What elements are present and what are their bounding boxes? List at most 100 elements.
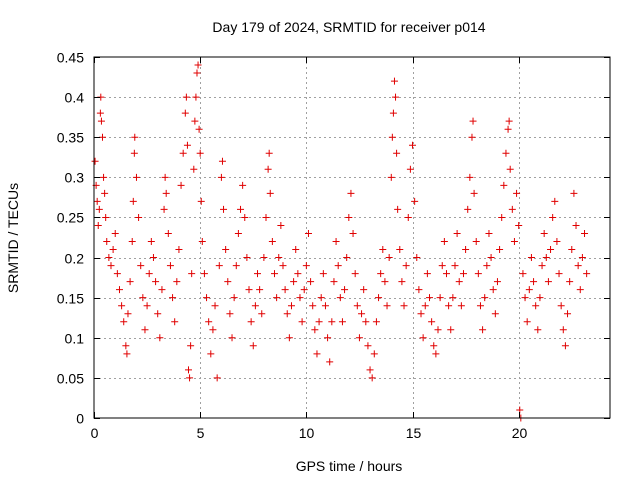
data-point xyxy=(385,254,393,262)
data-point xyxy=(266,189,274,197)
data-point xyxy=(129,197,137,205)
data-point xyxy=(479,326,487,334)
data-point xyxy=(432,350,440,358)
data-point xyxy=(105,254,113,262)
data-point xyxy=(353,302,361,310)
data-point xyxy=(440,238,448,246)
x-tick-label: 15 xyxy=(406,425,422,441)
data-point xyxy=(249,342,257,350)
data-point xyxy=(169,294,177,302)
data-point xyxy=(158,286,166,294)
data-point xyxy=(510,238,518,246)
data-point xyxy=(218,157,226,165)
data-point xyxy=(256,286,264,294)
data-point xyxy=(370,350,378,358)
data-point xyxy=(222,246,230,254)
data-point xyxy=(504,125,512,133)
data-point xyxy=(292,246,300,254)
data-point xyxy=(149,254,157,262)
data-point xyxy=(234,229,242,237)
data-point xyxy=(94,221,102,229)
data-point xyxy=(341,286,349,294)
data-point xyxy=(547,246,555,254)
data-point xyxy=(505,117,513,125)
data-point xyxy=(457,302,465,310)
data-point xyxy=(496,246,504,254)
data-point xyxy=(239,181,247,189)
data-point xyxy=(207,350,215,358)
data-point xyxy=(96,109,104,117)
data-point xyxy=(195,125,203,133)
data-point xyxy=(553,238,561,246)
data-point xyxy=(470,189,478,197)
data-point xyxy=(277,221,285,229)
data-point xyxy=(581,229,589,237)
data-point xyxy=(281,286,289,294)
data-point xyxy=(372,318,380,326)
data-point xyxy=(270,270,278,278)
data-point xyxy=(101,189,109,197)
data-point xyxy=(525,286,533,294)
data-point xyxy=(530,278,538,286)
data-point xyxy=(360,286,368,294)
data-point xyxy=(578,254,586,262)
grid-layer xyxy=(94,57,610,418)
data-point xyxy=(145,270,153,278)
data-point xyxy=(396,246,404,254)
data-point xyxy=(464,205,472,213)
y-tick-label: 0 xyxy=(76,411,84,427)
data-point xyxy=(336,294,344,302)
data-point xyxy=(555,270,563,278)
data-point xyxy=(362,318,370,326)
data-point xyxy=(175,246,183,254)
data-point xyxy=(383,302,391,310)
y-axis-label: SRMTID / TECUs xyxy=(5,183,21,293)
data-point xyxy=(375,294,383,302)
data-point xyxy=(438,262,446,270)
data-point xyxy=(544,278,552,286)
data-point xyxy=(268,238,276,246)
y-tick-label: 0.1 xyxy=(65,331,85,347)
data-point xyxy=(491,310,499,318)
data-point xyxy=(417,310,425,318)
data-point xyxy=(434,326,442,334)
data-point xyxy=(326,358,334,366)
data-point xyxy=(205,318,213,326)
data-point xyxy=(557,302,565,310)
data-point xyxy=(508,205,516,213)
data-point xyxy=(294,270,302,278)
y-tick-label: 0.2 xyxy=(65,251,85,267)
data-point xyxy=(570,189,578,197)
data-point xyxy=(583,270,591,278)
data-point xyxy=(258,310,266,318)
y-tick-label: 0.3 xyxy=(65,170,85,186)
data-point xyxy=(442,270,450,278)
data-point xyxy=(451,262,459,270)
x-tick-label: 5 xyxy=(197,425,205,441)
data-point xyxy=(502,149,510,157)
data-point xyxy=(298,318,306,326)
data-point xyxy=(300,286,308,294)
data-point xyxy=(540,229,548,237)
data-point xyxy=(209,326,217,334)
data-point xyxy=(203,294,211,302)
data-point xyxy=(561,342,569,350)
data-point xyxy=(572,221,580,229)
data-point xyxy=(162,189,170,197)
data-point xyxy=(245,286,253,294)
data-point xyxy=(275,254,283,262)
data-point xyxy=(135,213,143,221)
data-point xyxy=(338,318,346,326)
data-point xyxy=(197,197,205,205)
data-point xyxy=(147,238,155,246)
data-point xyxy=(466,173,474,181)
data-point xyxy=(538,262,546,270)
y-tick-label: 0.45 xyxy=(57,50,84,66)
data-point xyxy=(411,197,419,205)
data-point xyxy=(193,69,201,77)
data-point xyxy=(224,278,232,286)
data-point xyxy=(264,165,272,173)
data-point xyxy=(453,229,461,237)
data-point xyxy=(400,302,408,310)
data-point xyxy=(532,302,540,310)
